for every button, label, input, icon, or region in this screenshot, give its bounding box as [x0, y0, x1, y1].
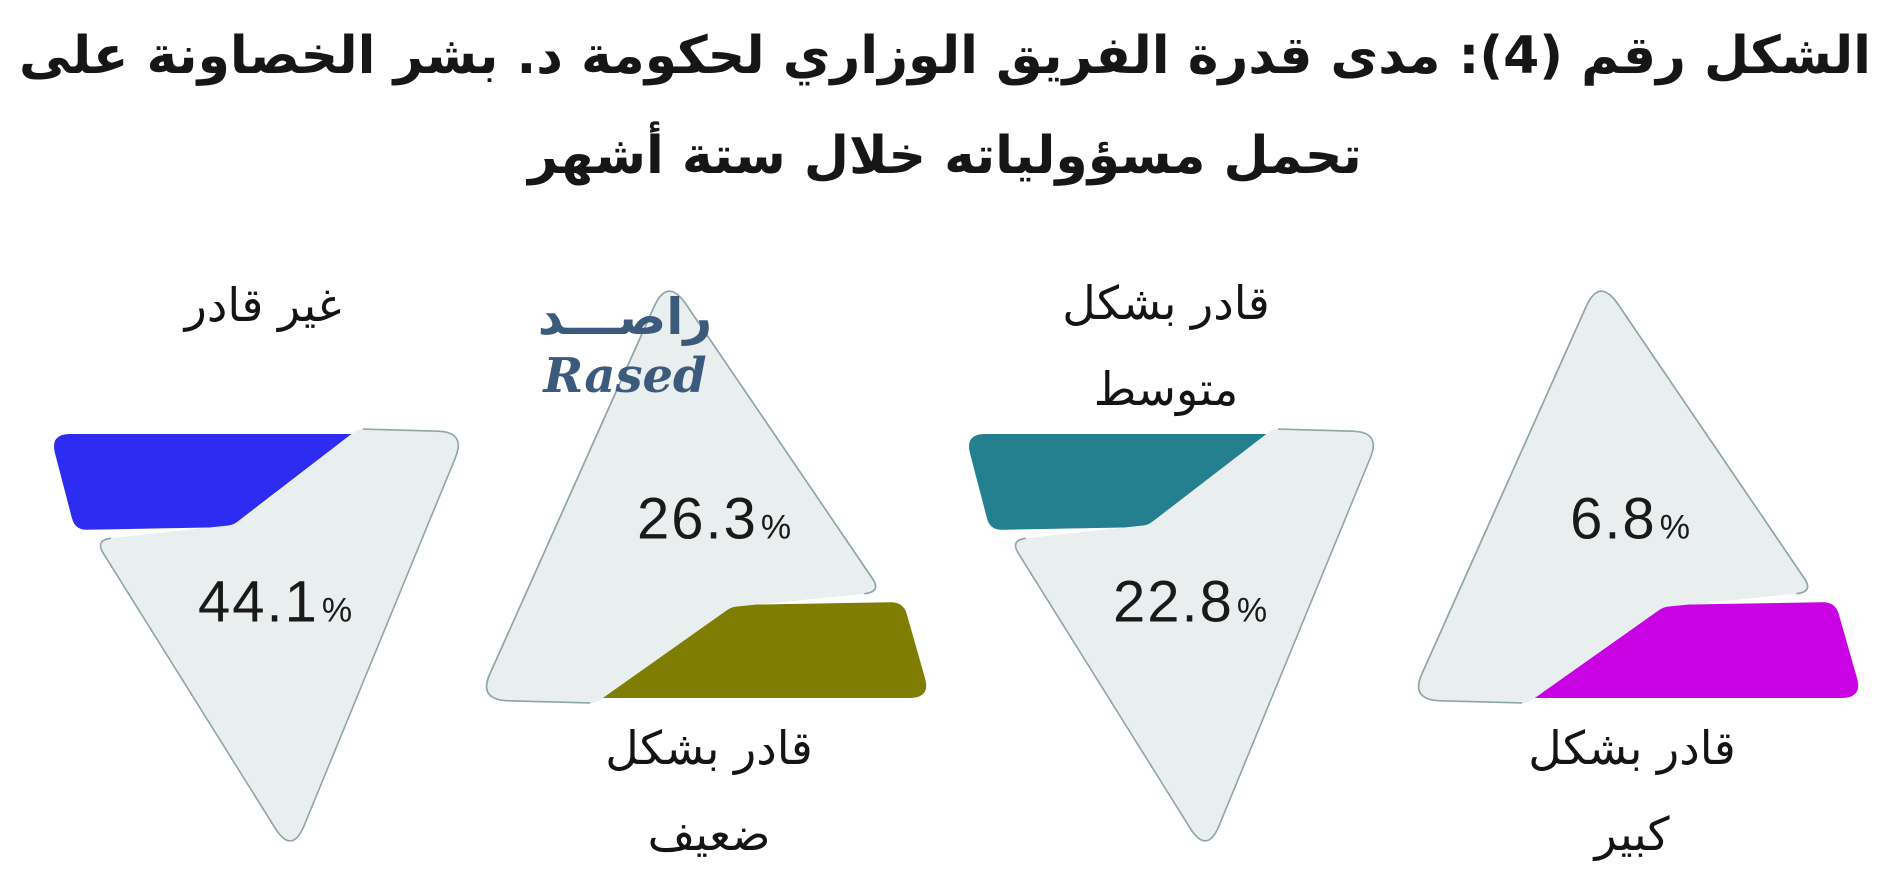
value-number: 44.1: [197, 569, 319, 635]
label-weakly-able: قادر بشكل ضعيف: [605, 705, 812, 877]
value-moderately-able: 22.8%: [1113, 569, 1267, 636]
triangle-outline: [99, 428, 460, 842]
percent-sign: %: [1236, 591, 1268, 630]
label-line2: متوسط: [1093, 362, 1239, 416]
value-number: 26.3: [636, 486, 758, 552]
triangle-moderately-able: [969, 428, 1375, 842]
triangle-body: [1418, 291, 1808, 703]
triangle-body: [100, 429, 459, 841]
percent-sign: %: [321, 591, 353, 630]
triangle-outline: [485, 290, 877, 704]
rased-logo-arabic: راصـــد: [537, 288, 713, 346]
percent-sign: %: [1659, 508, 1690, 547]
label-line1: غير قادر: [184, 278, 342, 332]
ribbon-moderately-able-shape: [969, 434, 1315, 530]
triangle-body: [486, 291, 876, 703]
value-number: 6.8: [1570, 486, 1657, 552]
triangle-body: [1015, 429, 1374, 841]
triangle-weakly-able: [485, 290, 927, 704]
label-line1: قادر بشكل: [1062, 276, 1270, 330]
label-line1: قادر بشكل: [1528, 721, 1736, 775]
ribbon-not-able-shape: [54, 434, 400, 530]
label-greatly-able: قادر بشكل كبير: [1528, 705, 1735, 877]
value-number: 22.8: [1112, 569, 1234, 635]
chart-title: الشكل رقم (4): مدى قدرة الفريق الوزاري ل…: [0, 6, 1890, 206]
triangle-greatly-able: [1417, 290, 1859, 704]
chart-title-line1: الشكل رقم (4): مدى قدرة الفريق الوزاري ل…: [19, 26, 1871, 86]
label-line2: ضعيف: [647, 807, 771, 861]
label-not-able: غير قادر: [185, 262, 342, 348]
label-line2: كبير: [1594, 807, 1670, 861]
label-moderately-able: قادر بشكل متوسط: [1062, 260, 1269, 432]
value-weakly-able: 26.3%: [637, 486, 791, 553]
rased-logo: راصـــد Rased: [505, 288, 745, 402]
chart-title-line2: تحمل مسؤولياته خلال ستة أشهر: [528, 126, 1362, 186]
triangle-not-able: [54, 428, 460, 842]
ribbon-greatly-able-shape: [1481, 602, 1859, 698]
value-not-able: 44.1%: [198, 569, 352, 636]
percent-sign: %: [760, 508, 792, 547]
triangle-outline: [1417, 290, 1809, 704]
label-line1: قادر بشكل: [605, 721, 813, 775]
ribbon-weakly-able-shape: [549, 602, 927, 698]
triangle-outline: [1014, 428, 1375, 842]
value-greatly-able: 6.8%: [1570, 486, 1690, 553]
rased-logo-latin: Rased: [543, 348, 707, 404]
